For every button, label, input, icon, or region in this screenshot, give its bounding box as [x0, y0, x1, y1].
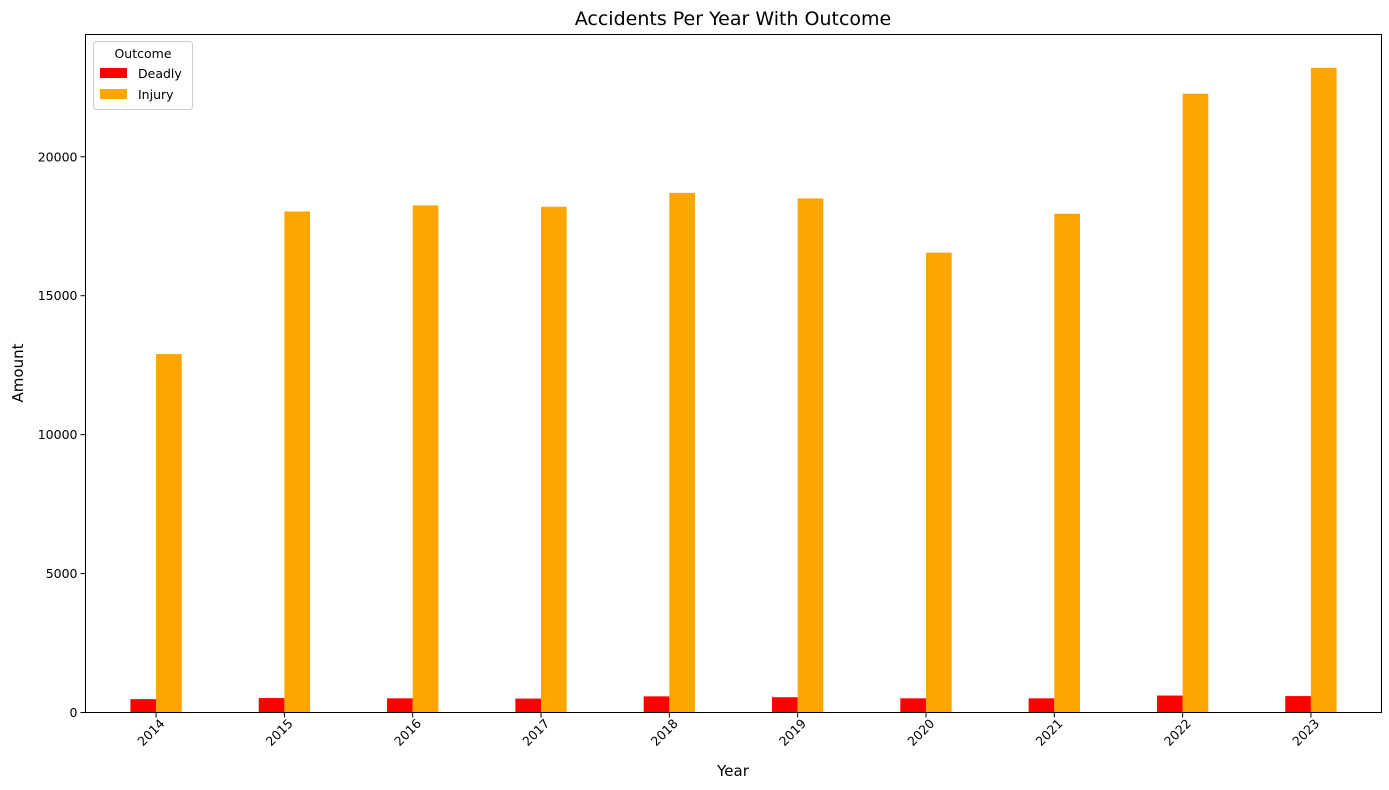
x-tick-label-2019: 2019 [776, 716, 809, 749]
bar-deadly-2021 [1028, 698, 1055, 713]
legend-swatch-deadly [100, 68, 127, 78]
y-tick-label-15000: 15000 [38, 288, 78, 303]
x-tick-label-2017: 2017 [519, 716, 552, 749]
y-axis: 0 5000 10000 15000 20000 [38, 149, 86, 720]
bars-group [130, 67, 1337, 713]
bar-deadly-2022 [1156, 695, 1183, 713]
bar-injury-2023 [1310, 67, 1337, 713]
bar-injury-2015 [284, 211, 311, 713]
bar-injury-2022 [1182, 93, 1209, 713]
bar-injury-2021 [1054, 213, 1080, 713]
chart-title: Accidents Per Year With Outcome [575, 8, 892, 30]
legend: Outcome Deadly Injury [93, 41, 193, 110]
legend-swatch-injury [100, 89, 127, 99]
y-axis-label: Amount [9, 343, 27, 402]
legend-title: Outcome [114, 46, 171, 61]
x-tick-label-2018: 2018 [648, 716, 681, 749]
plot-frame [85, 34, 1382, 713]
bar-deadly-2015 [258, 698, 285, 713]
bar-deadly-2023 [1285, 696, 1311, 713]
bar-deadly-2017 [515, 698, 542, 713]
bar-injury-2020 [925, 252, 952, 713]
x-axis-label: Year [716, 762, 750, 780]
y-tick-label-0: 0 [70, 705, 78, 720]
y-tick-label-10000: 10000 [38, 427, 78, 442]
legend-label-injury: Injury [138, 87, 174, 102]
bar-deadly-2016 [387, 698, 413, 713]
bar-deadly-2018 [643, 696, 670, 713]
bar-injury-2018 [669, 192, 696, 713]
y-tick-label-20000: 20000 [38, 149, 78, 164]
bar-deadly-2020 [900, 698, 926, 713]
legend-label-deadly: Deadly [138, 66, 182, 81]
bar-injury-2014 [156, 354, 182, 713]
bar-injury-2016 [412, 205, 439, 713]
bar-injury-2017 [541, 206, 567, 713]
x-tick-label-2015: 2015 [263, 716, 296, 749]
x-tick-label-2023: 2023 [1289, 716, 1322, 749]
x-tick-label-2022: 2022 [1161, 716, 1194, 749]
x-tick-label-2020: 2020 [904, 716, 937, 749]
x-tick-label-2016: 2016 [391, 716, 424, 749]
bar-deadly-2014 [130, 699, 157, 713]
x-axis: 2014 2015 2016 2017 2018 2019 2020 2021 2022 2023 [134, 712, 1322, 749]
x-tick-label-2014: 2014 [134, 716, 167, 749]
bar-deadly-2019 [771, 697, 798, 713]
x-tick-label-2021: 2021 [1033, 716, 1066, 749]
bar-injury-2019 [797, 198, 824, 713]
y-tick-label-5000: 5000 [46, 566, 78, 581]
